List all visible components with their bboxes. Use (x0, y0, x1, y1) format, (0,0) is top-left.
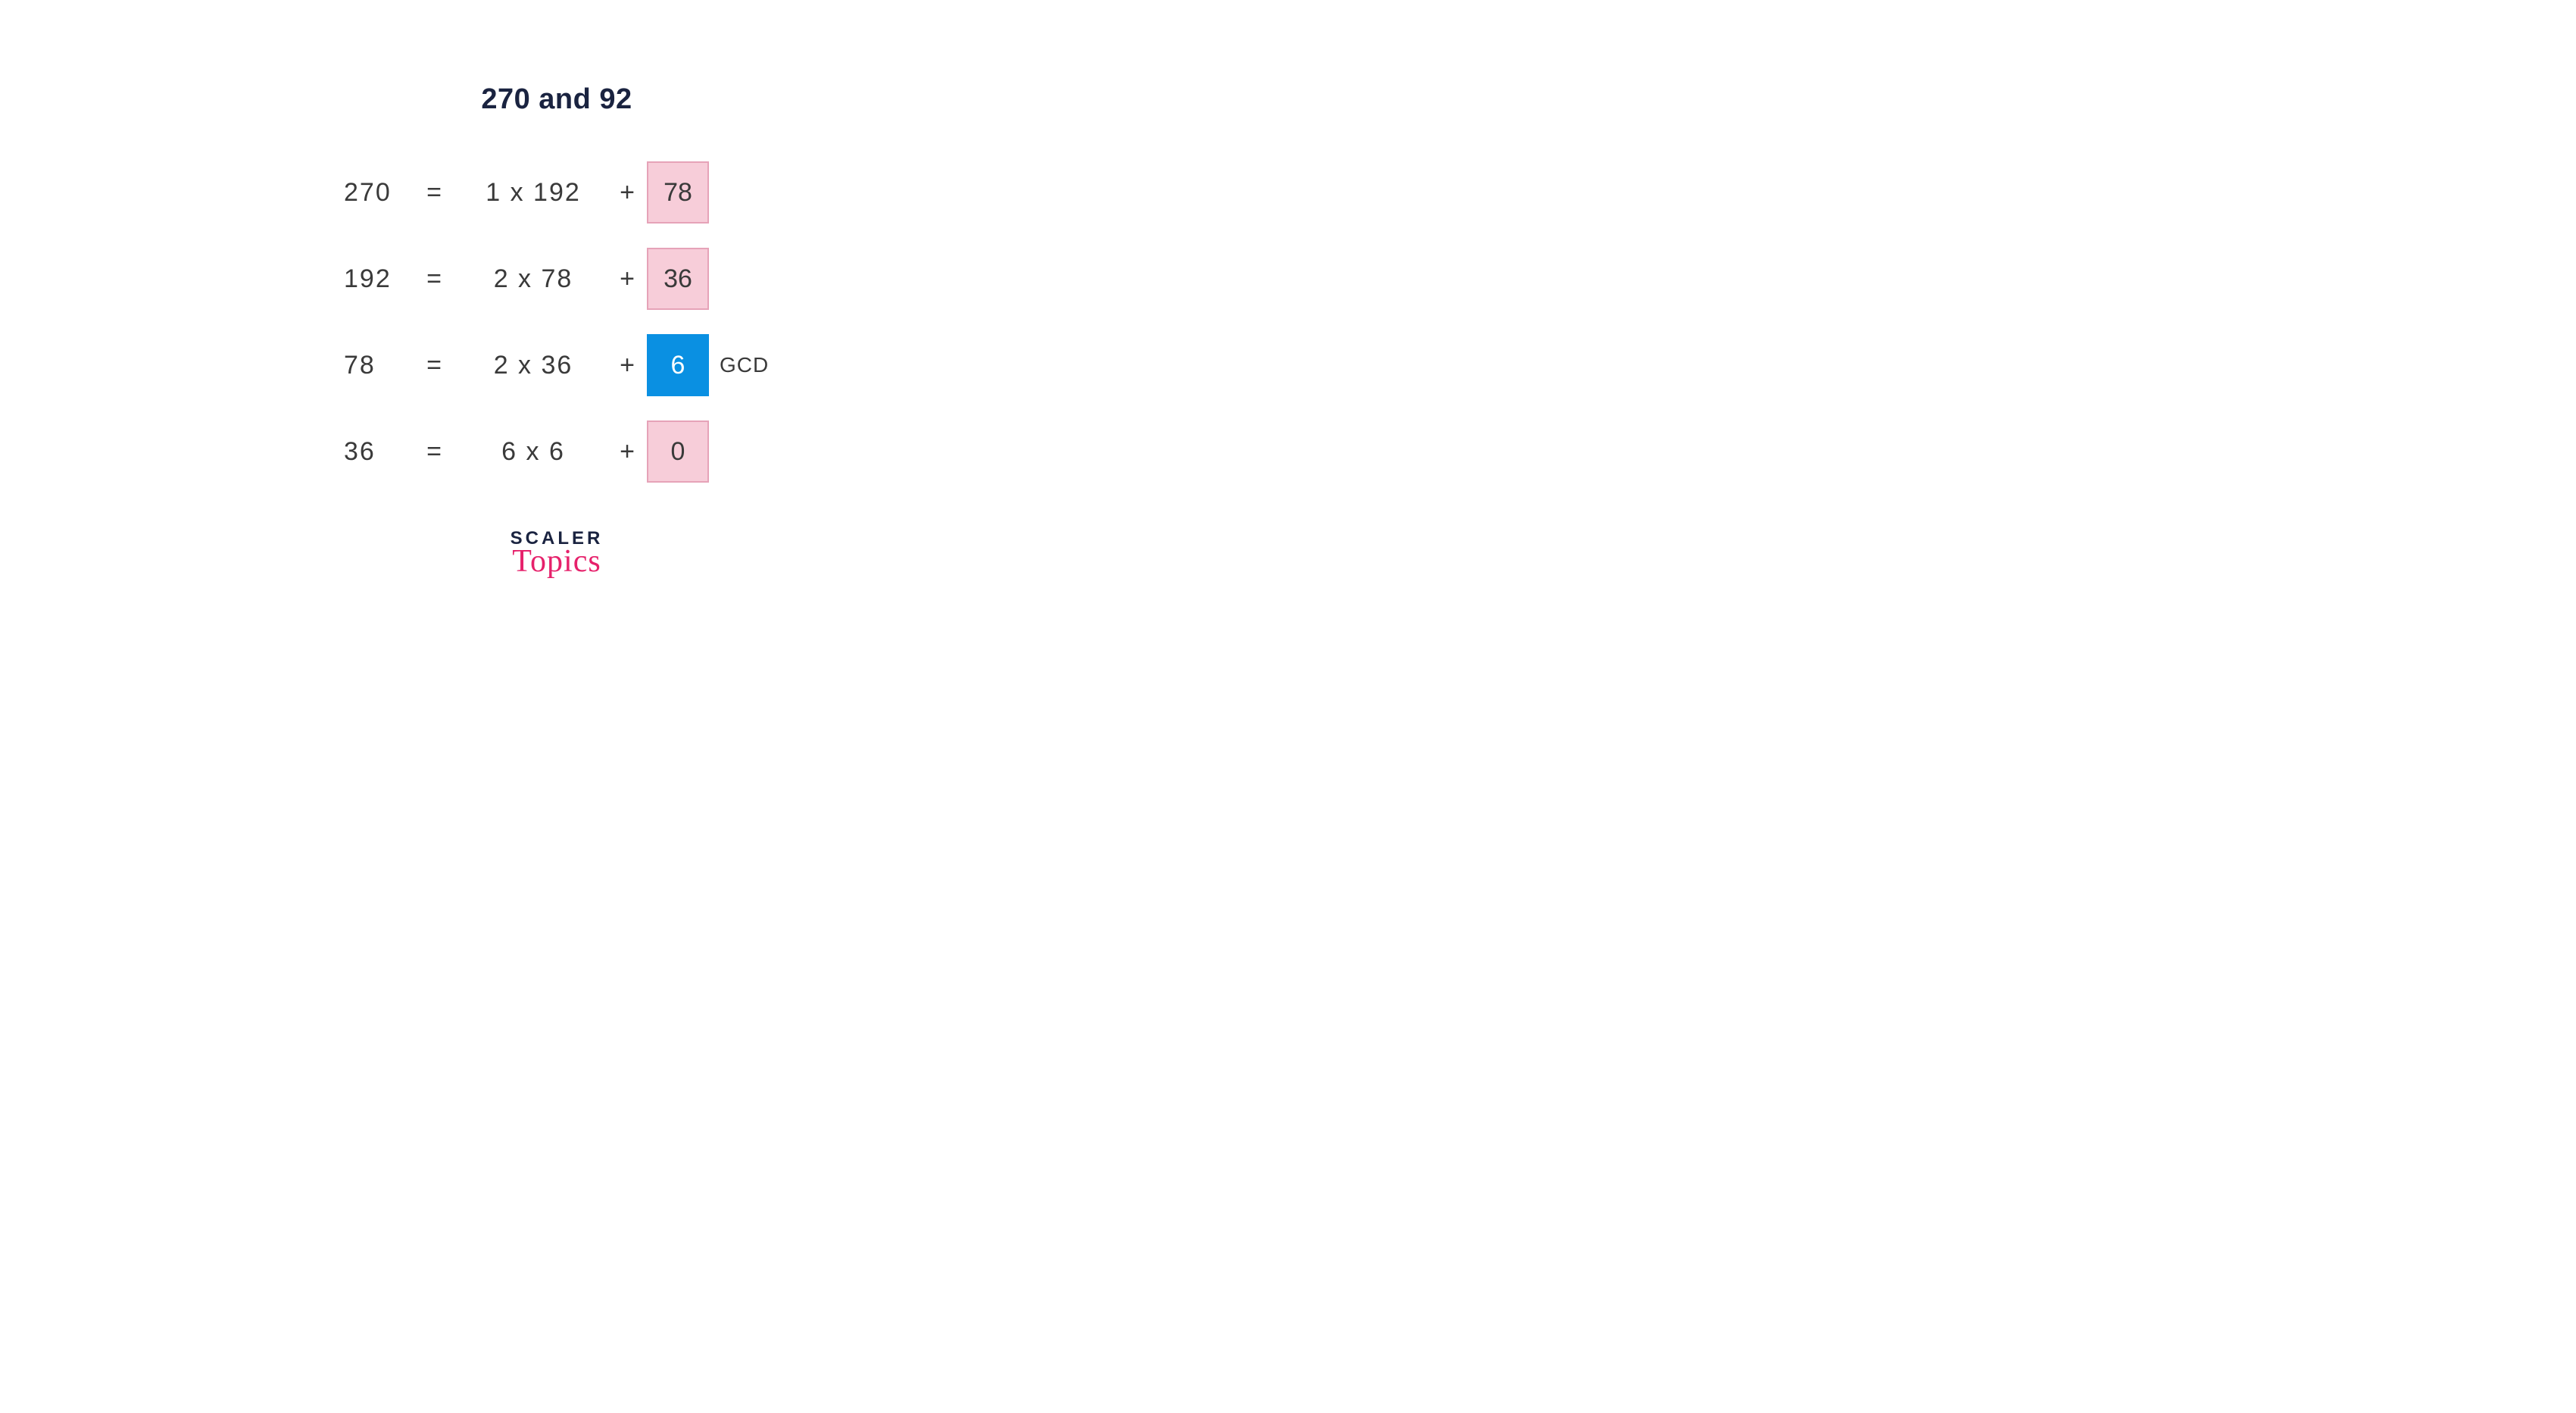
product: 2 x 36 (457, 351, 609, 380)
equals-sign: = (412, 437, 457, 467)
plus-sign: + (609, 178, 647, 208)
plus-sign: + (609, 437, 647, 467)
euclid-row: 192 = 2 x 78 + 36 (344, 248, 770, 310)
remainder-box: 36 (647, 248, 709, 310)
remainder-box: 0 (647, 420, 709, 483)
equals-sign: = (412, 351, 457, 380)
dividend: 270 (344, 178, 412, 208)
remainder-box-gcd: 6 (647, 334, 709, 396)
equals-sign: = (412, 264, 457, 294)
plus-sign: + (609, 264, 647, 294)
euclid-row: 270 = 1 x 192 + 78 (344, 161, 770, 224)
gcd-label: GCD (709, 353, 770, 377)
product: 2 x 78 (457, 264, 609, 294)
dividend: 192 (344, 264, 412, 294)
product: 1 x 192 (457, 178, 609, 208)
logo-bottom-text: Topics (511, 543, 604, 580)
dividend: 36 (344, 437, 412, 467)
scaler-logo: SCALER Topics (511, 528, 604, 580)
euclid-row: 78 = 2 x 36 + 6 GCD (344, 334, 770, 396)
plus-sign: + (609, 351, 647, 380)
equals-sign: = (412, 178, 457, 208)
dividend: 78 (344, 351, 412, 380)
product: 6 x 6 (457, 437, 609, 467)
remainder-box: 78 (647, 161, 709, 224)
euclid-row: 36 = 6 x 6 + 0 (344, 420, 770, 483)
euclid-rows: 270 = 1 x 192 + 78 192 = 2 x 78 + 36 78 … (344, 161, 770, 483)
diagram-title: 270 and 92 (481, 83, 632, 116)
